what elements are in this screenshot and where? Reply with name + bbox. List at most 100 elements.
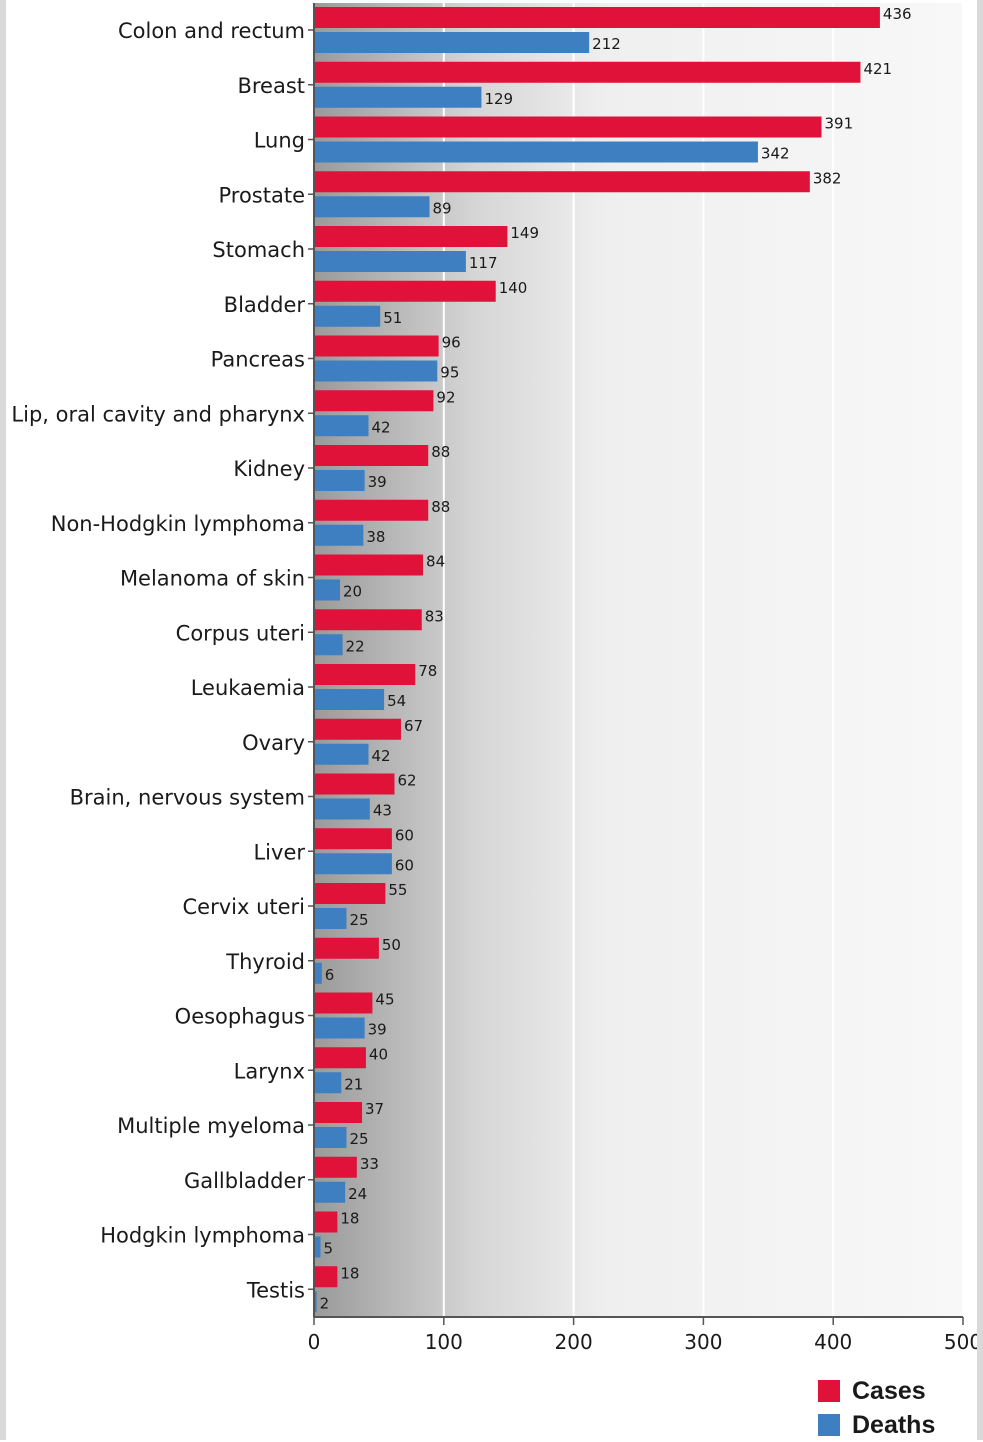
value-label-cases: 50 <box>382 936 401 954</box>
bar-deaths <box>314 962 322 984</box>
value-label-deaths: 2 <box>320 1294 330 1312</box>
bar-cases <box>314 992 373 1014</box>
category-label: Testis <box>246 1278 305 1302</box>
bar-cases <box>314 171 810 193</box>
bar-deaths <box>314 360 438 382</box>
bar-deaths <box>314 853 392 875</box>
category-label: Multiple myeloma <box>117 1114 305 1138</box>
value-label-deaths: 54 <box>387 692 406 710</box>
value-label-deaths: 95 <box>440 364 459 382</box>
bar-cases <box>314 554 424 576</box>
legend-label-cases: Cases <box>852 1376 926 1405</box>
value-label-cases: 18 <box>340 1210 359 1228</box>
bar-cases <box>314 718 401 740</box>
bar-deaths <box>314 415 369 437</box>
bar-deaths <box>314 1236 321 1258</box>
value-label-cases: 60 <box>395 826 414 844</box>
bar-deaths <box>314 1017 365 1039</box>
value-label-deaths: 6 <box>325 966 335 984</box>
value-label-deaths: 117 <box>469 254 498 272</box>
bar-deaths <box>314 579 340 601</box>
category-label: Brain, nervous system <box>70 786 305 810</box>
chart-legend: Cases Deaths <box>818 1374 935 1442</box>
value-label-deaths: 38 <box>366 528 385 546</box>
bar-cases <box>314 1047 366 1069</box>
bar-cases <box>314 1156 357 1178</box>
value-label-cases: 96 <box>442 334 461 352</box>
category-label: Lung <box>254 129 305 153</box>
bar-deaths <box>314 251 466 272</box>
bar-deaths <box>314 743 369 765</box>
x-tick-label: 0 <box>308 1330 321 1354</box>
legend-item-deaths: Deaths <box>818 1408 935 1442</box>
x-tick-label: 400 <box>814 1330 852 1354</box>
value-label-cases: 92 <box>436 388 455 406</box>
value-label-deaths: 39 <box>368 473 387 491</box>
category-label: Hodgkin lymphoma <box>100 1224 305 1248</box>
category-label: Liver <box>253 840 305 864</box>
bar-cases <box>314 61 861 83</box>
value-label-cases: 40 <box>369 1045 388 1063</box>
bar-deaths <box>314 196 430 218</box>
value-label-deaths: 342 <box>761 145 790 163</box>
value-label-cases: 140 <box>499 279 528 297</box>
bar-cases <box>314 1266 338 1288</box>
value-label-deaths: 42 <box>372 418 391 436</box>
value-label-deaths: 212 <box>592 35 621 53</box>
bar-cases <box>314 937 379 959</box>
category-label: Pancreas <box>211 348 305 372</box>
bar-cases <box>314 1102 363 1123</box>
value-label-cases: 37 <box>365 1100 384 1118</box>
category-label: Leukaemia <box>191 676 305 700</box>
bar-cases <box>314 609 422 631</box>
value-label-cases: 421 <box>863 60 892 78</box>
value-label-deaths: 42 <box>372 747 391 765</box>
value-label-deaths: 25 <box>349 1130 368 1148</box>
bar-deaths <box>314 689 385 710</box>
bar-deaths <box>314 141 758 163</box>
bar-cases <box>314 499 429 521</box>
value-label-cases: 382 <box>813 169 842 187</box>
legend-swatch-cases <box>818 1380 840 1402</box>
plot-background <box>314 3 963 1317</box>
value-label-cases: 18 <box>340 1264 359 1282</box>
category-label: Kidney <box>233 457 305 481</box>
category-label: Stomach <box>212 238 305 262</box>
category-label: Gallbladder <box>184 1169 305 1193</box>
value-label-deaths: 51 <box>383 309 402 327</box>
category-label: Larynx <box>234 1059 305 1083</box>
bar-deaths <box>314 908 347 929</box>
category-label: Colon and rectum <box>118 19 305 43</box>
bar-deaths <box>314 1291 317 1313</box>
bar-cases <box>314 335 439 357</box>
value-label-cases: 391 <box>825 115 854 133</box>
value-label-deaths: 89 <box>433 199 452 217</box>
value-label-cases: 67 <box>404 717 423 735</box>
legend-label-deaths: Deaths <box>852 1410 936 1439</box>
bar-cases <box>314 7 880 28</box>
category-label: Corpus uteri <box>176 621 305 645</box>
bar-deaths <box>314 524 364 546</box>
bar-deaths <box>314 634 343 656</box>
x-tick-label: 300 <box>684 1330 722 1354</box>
value-label-cases: 55 <box>388 881 407 899</box>
value-label-cases: 62 <box>397 772 416 790</box>
value-label-deaths: 20 <box>343 583 362 601</box>
x-tick-label: 200 <box>555 1330 593 1354</box>
category-label: Bladder <box>224 293 306 317</box>
bar-deaths <box>314 1127 347 1148</box>
bar-cases <box>314 280 496 302</box>
value-label-cases: 149 <box>510 224 539 242</box>
bar-deaths <box>314 1072 342 1094</box>
category-label: Cervix uteri <box>182 895 305 919</box>
value-label-cases: 436 <box>883 5 912 23</box>
legend-item-cases: Cases <box>818 1374 935 1408</box>
x-tick-label: 100 <box>425 1330 463 1354</box>
value-label-deaths: 39 <box>368 1021 387 1039</box>
bar-deaths <box>314 305 381 327</box>
bar-deaths <box>314 86 482 108</box>
bar-deaths <box>314 1181 346 1203</box>
value-label-cases: 88 <box>431 498 450 516</box>
value-label-deaths: 129 <box>484 90 513 108</box>
